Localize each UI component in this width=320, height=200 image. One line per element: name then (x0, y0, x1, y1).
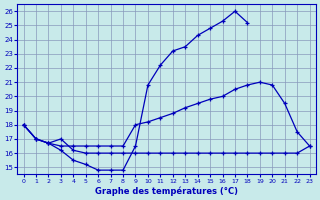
X-axis label: Graphe des températures (°C): Graphe des températures (°C) (95, 186, 238, 196)
